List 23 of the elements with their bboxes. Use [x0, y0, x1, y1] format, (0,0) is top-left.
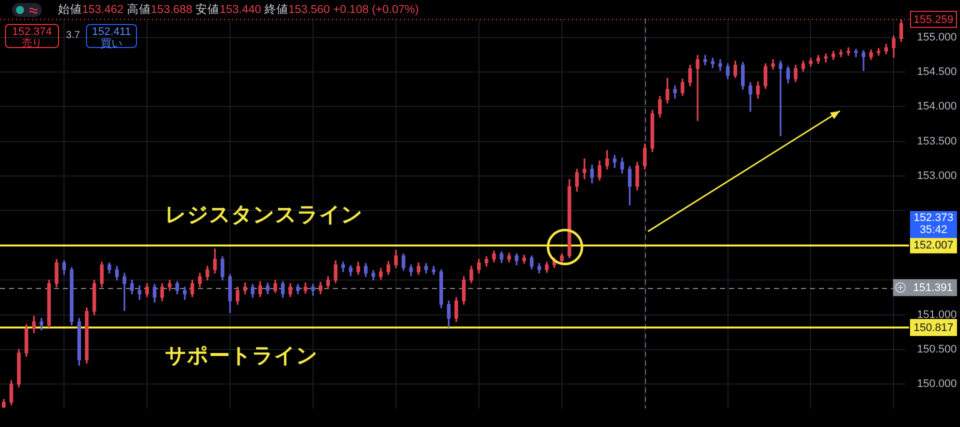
y-tick-label: 155.000	[917, 31, 957, 44]
candlestick	[582, 158, 586, 180]
y-tick-label: 154.000	[917, 100, 957, 113]
ref-line-label: 150.817	[914, 322, 954, 334]
y-tick-label: 154.500	[917, 66, 957, 78]
candlestick	[122, 272, 126, 311]
y-tick-label: 153.000	[917, 170, 957, 182]
text: 152.373 35:42	[910, 212, 957, 236]
y-tick-label: 151.000	[917, 308, 957, 321]
ref-line-label: 155.259	[914, 14, 954, 26]
annotation: サポートライン	[165, 344, 318, 368]
y-tick-label: 153.500	[917, 135, 957, 148]
buy-button: 152.411 買い	[86, 24, 137, 48]
sell-button: 152.374 売り	[5, 24, 59, 48]
y-tick-label: 150.000	[917, 378, 957, 390]
y-tick-label: 150.500	[917, 343, 957, 356]
ref-line-label: 151.391	[913, 282, 953, 294]
text: 始値153.462 高値153.688 安値153.440 終値153.560 +0.108 (+0.07%)	[58, 4, 419, 16]
annotation: 3.7	[66, 30, 80, 41]
annotation: レジスタンスライン	[165, 204, 363, 227]
candlestick	[778, 60, 782, 136]
ref-line-label: 152.007	[914, 239, 954, 252]
candlestick	[862, 50, 866, 71]
